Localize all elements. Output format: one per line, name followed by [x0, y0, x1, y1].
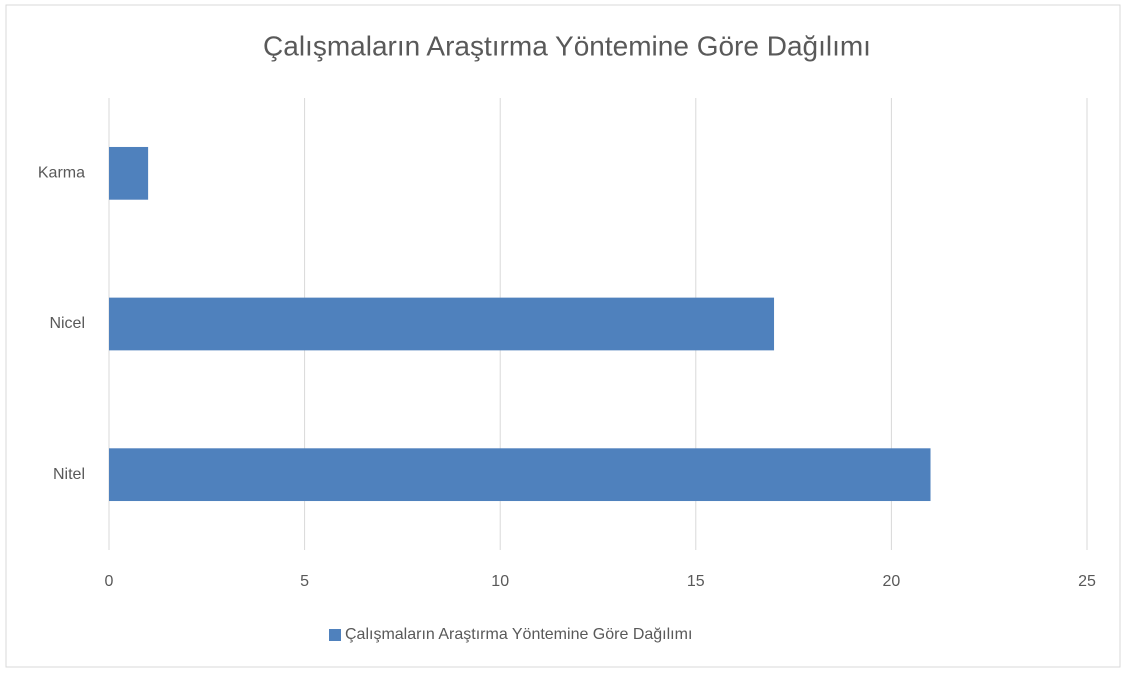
bar — [109, 448, 931, 502]
x-tick-label: 0 — [105, 573, 114, 590]
x-tick-label: 5 — [300, 573, 309, 590]
legend-swatch — [329, 629, 341, 641]
x-tick-label: 10 — [491, 573, 509, 590]
bar — [109, 146, 149, 200]
y-tick-label: Nitel — [53, 466, 85, 483]
x-tick-label: 20 — [883, 573, 901, 590]
y-tick-label: Karma — [38, 165, 85, 182]
x-tick-label: 25 — [1078, 573, 1096, 590]
x-tick-label: 15 — [687, 573, 705, 590]
legend-label: Çalışmaların Araştırma Yöntemine Göre Da… — [345, 626, 692, 643]
bar — [109, 297, 775, 351]
chart-title: Çalışmaların Araştırma Yöntemine Göre Da… — [263, 30, 871, 61]
y-tick-label: Nicel — [49, 315, 85, 332]
